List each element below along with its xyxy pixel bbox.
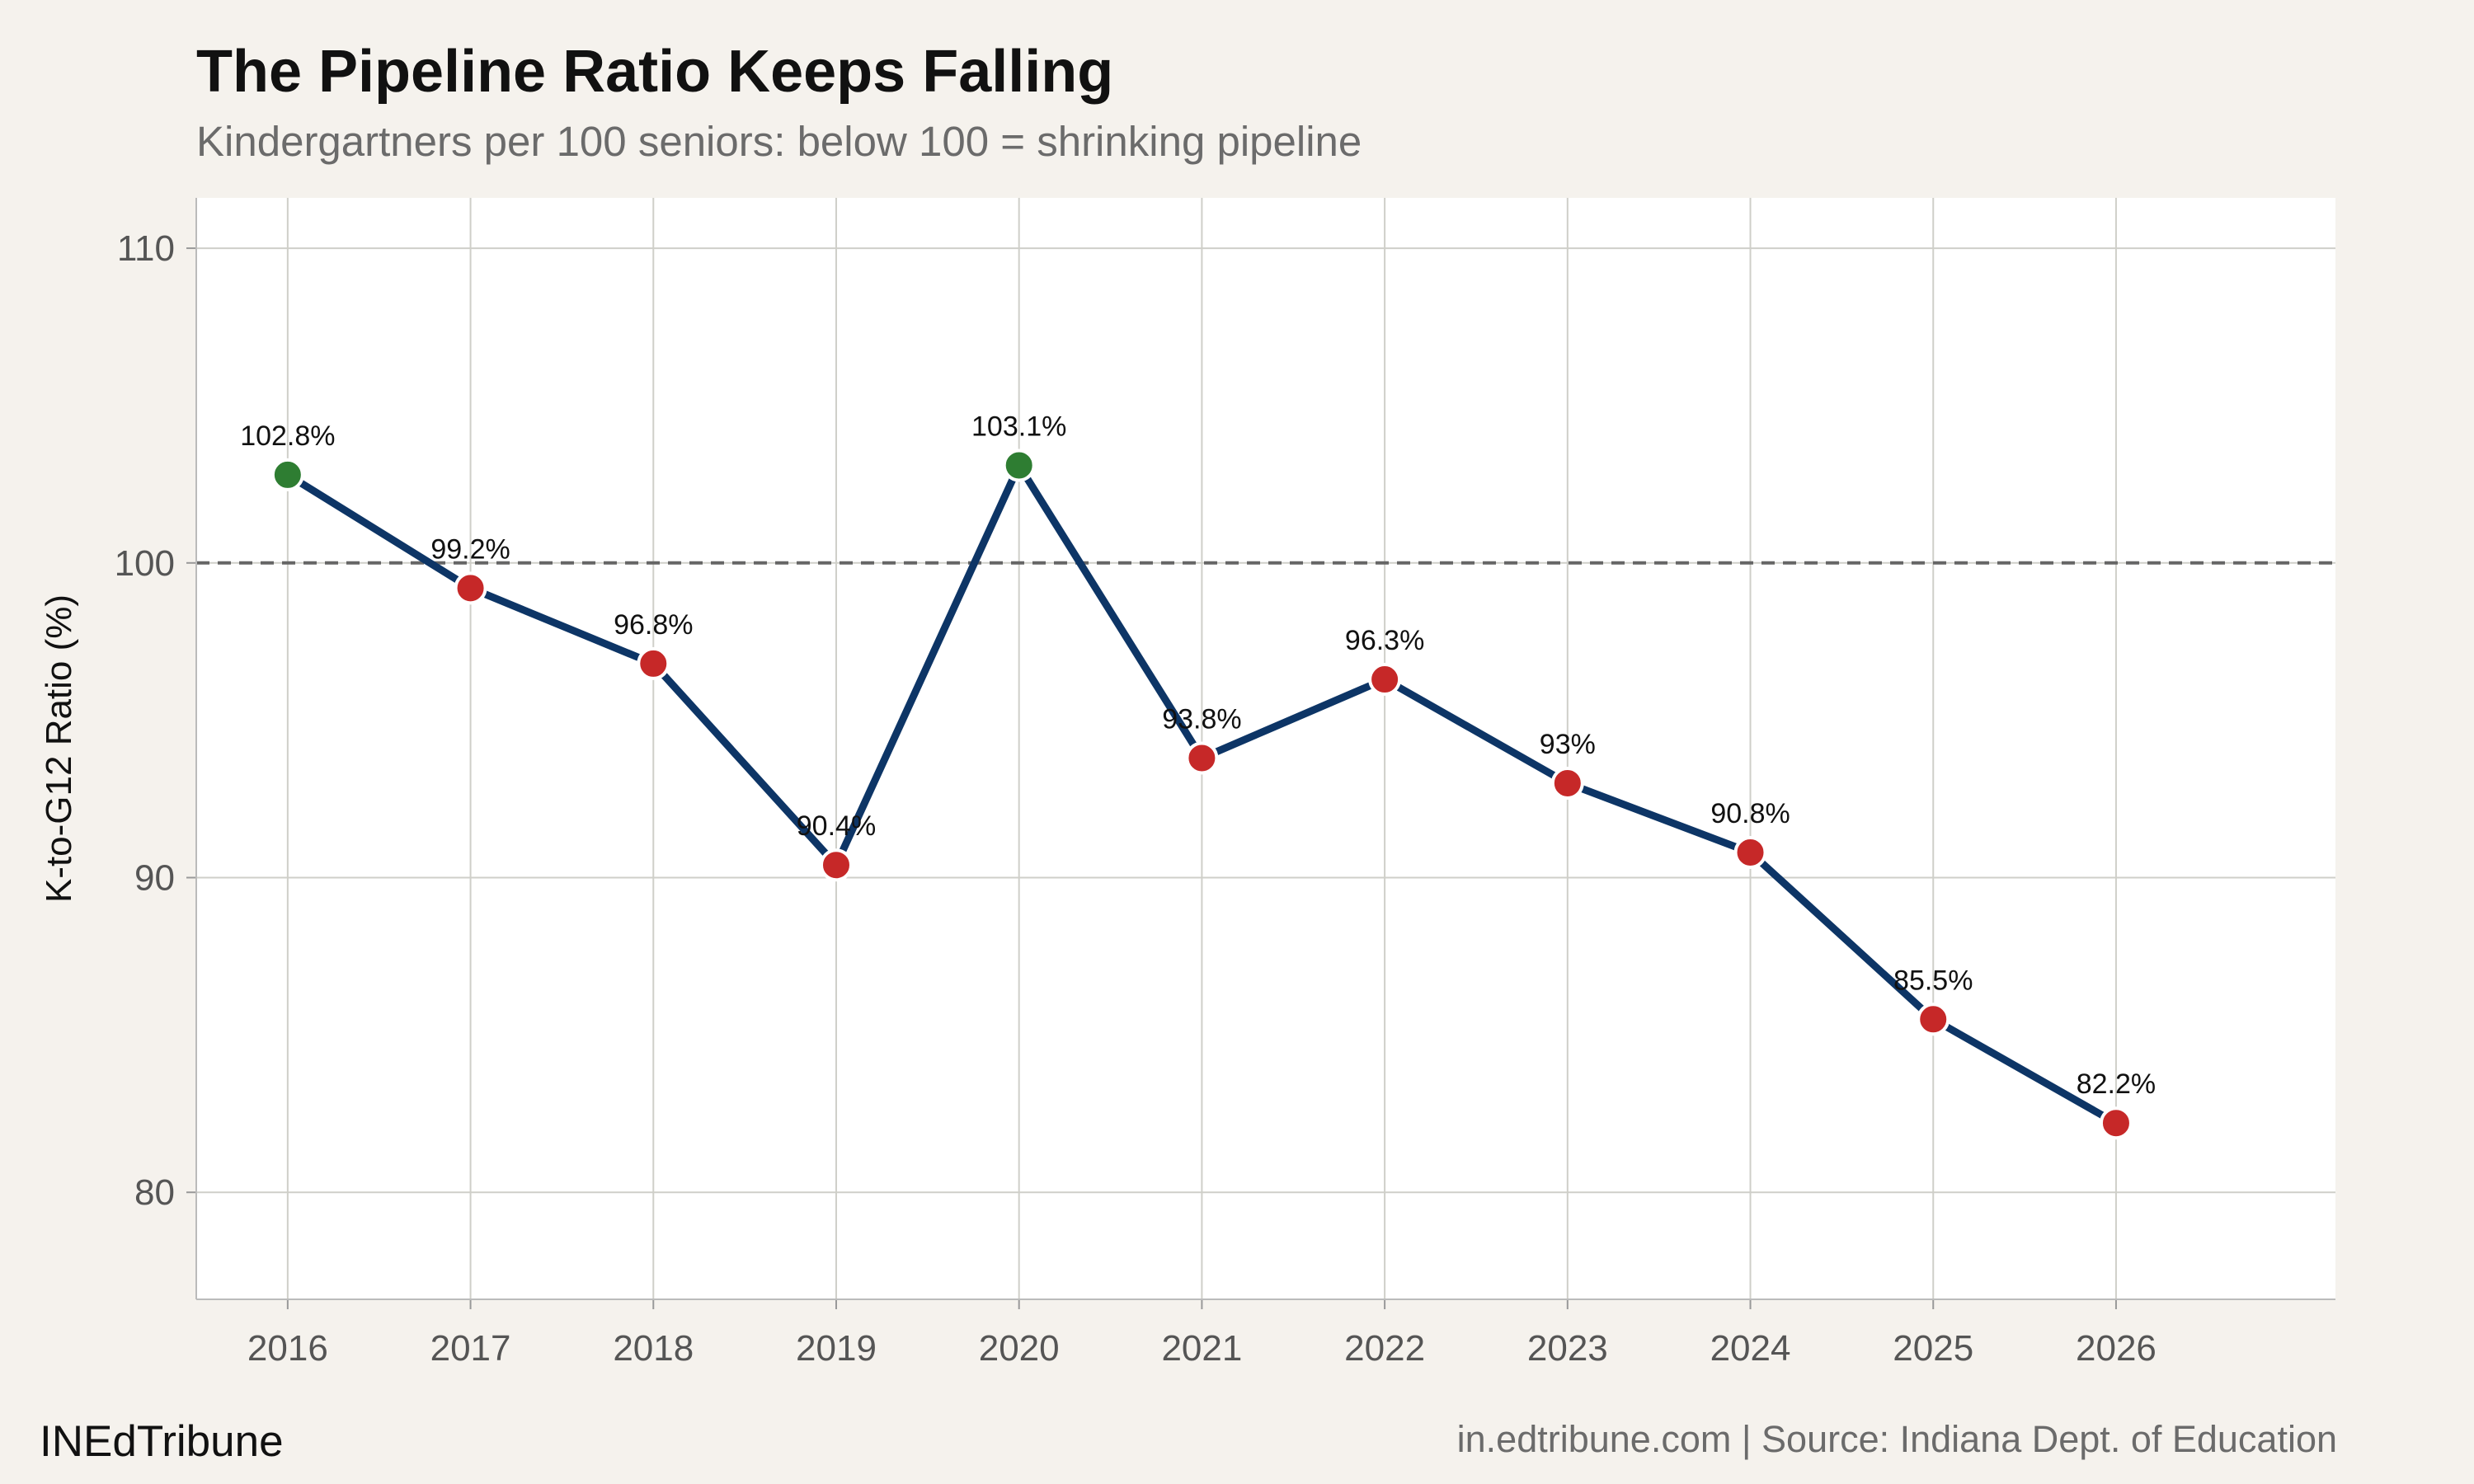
data-label-2018: 96.8% [614,609,693,641]
x-tick-label: 2020 [979,1328,1060,1369]
data-point-2019 [819,848,853,882]
data-label-2024: 90.8% [1710,798,1790,829]
data-label-2022: 96.3% [1345,625,1424,656]
data-point-2016 [270,458,304,491]
chart-title: The Pipeline Ratio Keeps Falling [196,39,1114,105]
data-label-2016: 102.8% [240,420,335,452]
y-axis-title: K-to-G12 Ratio (%) [39,594,79,903]
data-point-2017 [454,571,487,605]
data-point-2018 [637,646,670,680]
x-tick-label: 2017 [430,1328,511,1369]
y-tick-label: 110 [117,228,175,269]
x-tick-label: 2022 [1344,1328,1425,1369]
data-point-2020 [1002,448,1036,482]
data-point-2022 [1368,663,1402,697]
data-point-2021 [1185,741,1219,775]
data-point-2026 [2099,1106,2133,1140]
data-point-2024 [1733,835,1767,869]
brand-logo-text: INEdTribune [40,1417,284,1466]
data-label-2025: 85.5% [1893,965,1973,996]
x-tick-label: 2021 [1161,1328,1242,1369]
y-tick-label: 90 [134,858,175,899]
x-tick-label: 2024 [1710,1328,1791,1369]
data-label-2026: 82.2% [2077,1068,2156,1100]
x-tick-label: 2023 [1527,1328,1608,1369]
data-label-2020: 103.1% [971,411,1066,442]
source-credit: in.edtribune.com | Source: Indiana Dept.… [1456,1418,2337,1460]
data-point-2025 [1917,1003,1950,1036]
x-tick-label: 2016 [247,1328,328,1369]
data-label-2023: 93% [1540,729,1596,760]
x-tick-label: 2026 [2076,1328,2157,1369]
x-tick-label: 2019 [796,1328,877,1369]
plot-panel [196,198,2335,1299]
data-label-2021: 93.8% [1162,703,1241,735]
data-point-2023 [1550,766,1584,800]
chart-subtitle: Kindergartners per 100 seniors: below 10… [196,118,1362,165]
data-label-2019: 90.4% [797,810,876,842]
x-tick-label: 2018 [613,1328,694,1369]
data-label-2017: 99.2% [430,533,510,565]
y-tick-label: 80 [134,1172,175,1213]
y-tick-label: 100 [115,543,175,584]
x-tick-label: 2025 [1893,1328,1973,1369]
